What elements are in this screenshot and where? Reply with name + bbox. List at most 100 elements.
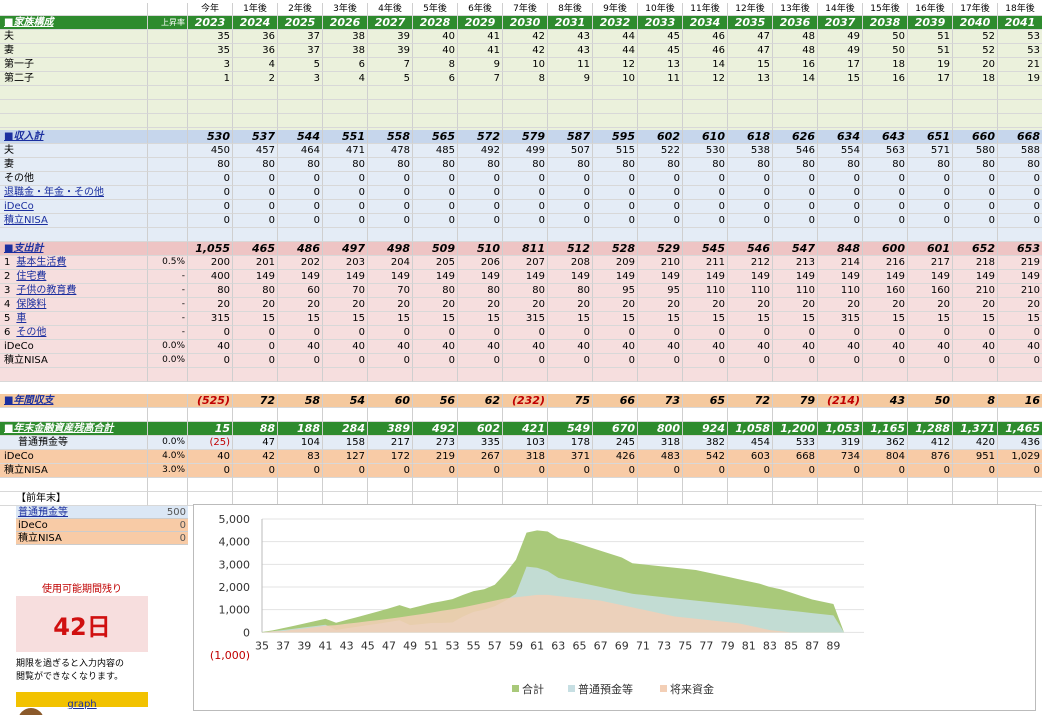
expense-value: 0 [863,354,908,368]
y-tick-label: 5,000 [219,513,251,526]
year-offset-header: 15年後 [863,3,908,16]
sheet-row: ■家族構成 上昇率 2023 2024 2025 2026 2027 2028 2029 2030… [0,16,1042,30]
graph-button[interactable]: graph [16,692,148,710]
balance-total: 43 [863,394,908,408]
sheet-row: 普通預金等 0.0% (25) 47 104 158 217 273 335 103 178 245 3… [0,436,1042,450]
blank [593,408,638,422]
x-tick-label: 49 [403,639,417,652]
blank [278,478,323,492]
blank [323,368,368,382]
prior-value[interactable]: 500 [166,507,186,518]
expense-total: 811 [503,242,548,256]
prior-value[interactable]: 0 [179,520,186,531]
expense-total: 529 [638,242,683,256]
expense-value: 20 [773,298,818,312]
row-label[interactable]: iDeCo [4,201,34,212]
x-tick-label: 63 [551,639,565,652]
income-value: 0 [638,186,683,200]
income-value: 0 [323,214,368,228]
income-value: 0 [953,214,998,228]
income-total: 610 [683,130,728,144]
balance-total: 60 [368,394,413,408]
row-label[interactable]: 保険料 [16,299,47,310]
expense-value: 0 [683,326,728,340]
row-label[interactable]: 車 [16,313,27,324]
legend-label: 普通預金等 [578,682,633,696]
year-offset-header: 11年後 [683,3,728,16]
blank [503,368,548,382]
blank [863,100,908,114]
blank [773,100,818,114]
income-total: 572 [458,130,503,144]
prior-label: iDeCo [18,520,48,531]
balance-total: 73 [638,394,683,408]
sheet-row: 6 その他 -0 0 0 0 0 0 0 0 0 0 0 0 0 0 0 0 0 0 0 [0,326,1042,340]
year-offset-header: 14年後 [818,3,863,16]
blank [188,228,233,242]
legend-swatch [512,685,519,692]
expense-value: 210 [953,284,998,298]
year-offset-header: 16年後 [908,3,953,16]
rate-cell [148,172,188,186]
assets-total: 1,288 [908,422,953,436]
expense-row-label: 6 その他 [0,326,148,340]
assets-value: 454 [728,436,773,450]
blank [413,228,458,242]
assets-value: 104 [278,436,323,450]
row-label[interactable]: 積立NISA [4,215,48,226]
x-tick-label: 67 [594,639,608,652]
row-label[interactable]: 基本生活費 [16,257,67,268]
expense-value: 0 [278,354,323,368]
blank [773,114,818,128]
blank [413,478,458,492]
expense-value: 0 [413,354,458,368]
income-value: 80 [188,158,233,172]
expense-row-label: 3 子供の教育費 [0,284,148,298]
rate-header: 上昇率 [148,16,188,30]
sheet-row: 積立NISA 0.0% 0 0 0 0 0 0 0 0 0 0 0 0 0 0 0 0 0 0 0 [0,354,1042,368]
prior-value[interactable]: 0 [179,533,186,544]
expense-value: 40 [458,340,503,354]
assets-value: 0 [548,464,593,478]
income-value: 80 [368,158,413,172]
income-value: 546 [773,144,818,158]
prior-title: 【前年末】 [16,493,66,504]
row-label[interactable]: 退職金・年金・その他 [4,187,104,198]
sheet-row [0,368,1042,382]
year-offset-header: 8年後 [548,3,593,16]
blank [278,408,323,422]
income-value: 0 [593,172,638,186]
year-offset-header: 13年後 [773,3,818,16]
row-label[interactable]: その他 [16,327,47,338]
expense-value: 15 [458,312,503,326]
balance-total: (525) [188,394,233,408]
row-label[interactable]: 住宅費 [16,271,47,282]
x-tick-label: 71 [636,639,650,652]
income-value: 0 [323,200,368,214]
income-total: 643 [863,130,908,144]
age-cell: 43 [548,44,593,58]
income-value: 0 [863,186,908,200]
blank [953,86,998,100]
blank [278,114,323,128]
blank [818,478,863,492]
rate-cell [148,242,188,256]
expense-total: 498 [368,242,413,256]
expense-value: 15 [953,312,998,326]
y-tick-label: 3,000 [219,558,251,571]
blank [188,114,233,128]
sheet-row: 積立NISA 0 0 0 0 0 0 0 0 0 0 0 0 0 0 0 0 0 0 0 [0,214,1042,228]
income-value: 0 [773,200,818,214]
income-value: 80 [458,158,503,172]
rate-cell [148,72,188,86]
income-value: 471 [323,144,368,158]
rate-cell: 0.0% [148,340,188,354]
row-label[interactable]: 子供の教育費 [16,285,77,296]
income-row-label: iDeCo [0,200,148,214]
x-tick-label: 89 [826,639,840,652]
blank [998,86,1042,100]
age-cell: 4 [323,72,368,86]
blank [548,100,593,114]
row-number: 2 [4,271,11,282]
blank [683,368,728,382]
